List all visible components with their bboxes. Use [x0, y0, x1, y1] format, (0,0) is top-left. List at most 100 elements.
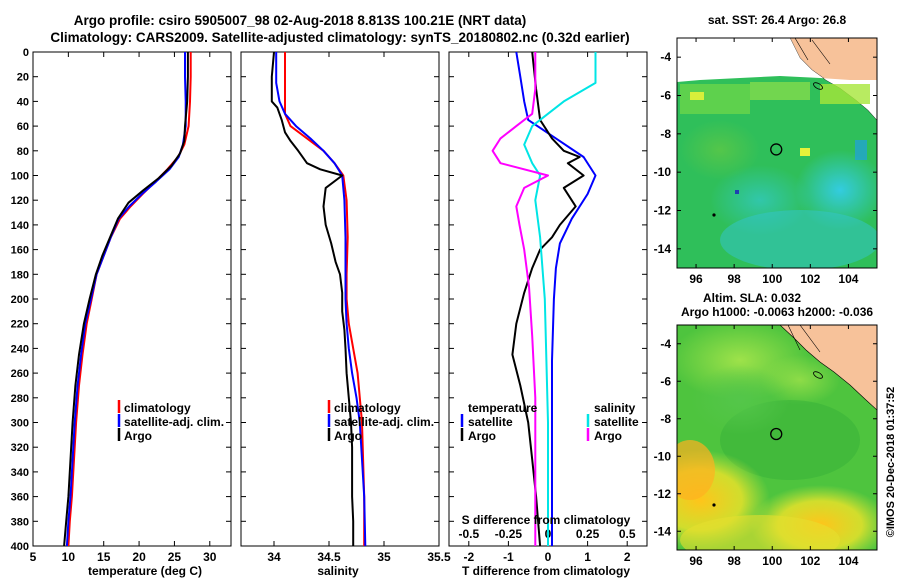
- legend-label-s-argo: Argo: [594, 429, 622, 443]
- salinity-series: [270, 52, 367, 546]
- series-temperature-argo: [511, 52, 585, 546]
- y-tick-label: 240: [11, 343, 29, 355]
- sst-map-field: [677, 38, 877, 268]
- map-x-tick-label: 100: [762, 272, 782, 286]
- sla-profile-marker: [770, 427, 783, 441]
- sla-map-field: [677, 325, 877, 550]
- x-tick-label: 34: [267, 550, 281, 564]
- difference-series: [491, 52, 597, 546]
- x-tick-label: 25: [168, 550, 182, 564]
- sst-map-frame: [676, 37, 878, 269]
- temperature-plot-area: [32, 51, 232, 547]
- series-argo: [270, 52, 355, 546]
- map-x-tick-label: 104: [838, 554, 858, 568]
- title-line-2: Climatology: CARS2009. Satellite-adjuste…: [50, 30, 629, 45]
- legend-label-s-satellite: satellite: [594, 415, 639, 429]
- sst-map-title: sat. SST: 26.4 Argo: 26.8: [708, 13, 847, 27]
- salinity-axes: 34 34.5 35 35.5: [241, 51, 451, 564]
- y-tick-label: 140: [11, 220, 29, 232]
- x-tick-label: 1: [584, 550, 591, 564]
- series-satellite-adj-clim-: [275, 52, 367, 546]
- s-tick-label: 0.25: [576, 527, 600, 541]
- y-tick-label: 280: [11, 393, 29, 405]
- map-x-tick-label: 98: [727, 554, 741, 568]
- series-argo: [63, 52, 189, 546]
- legend-label-climatology: climatology: [124, 401, 191, 415]
- y-tick-label: 60: [17, 121, 29, 133]
- x-tick-label: 35.5: [427, 550, 451, 564]
- y-tick-label: 200: [11, 294, 29, 306]
- y-tick-label: 380: [11, 516, 29, 528]
- map-x-tick-label: 96: [689, 272, 703, 286]
- map-y-tick-label: -10: [654, 165, 672, 179]
- series-temperature-satellite: [515, 52, 597, 546]
- y-tick-label: 320: [11, 442, 29, 454]
- y-tick-label: 220: [11, 319, 29, 331]
- map-y-tick-label: -8: [660, 412, 671, 426]
- map-y-tick-label: -12: [654, 487, 672, 501]
- map-y-tick-label: -8: [660, 127, 671, 141]
- temperature-xlabel: temperature (deg C): [88, 564, 202, 578]
- sla-map-title-2: Argo h1000: -0.0063 h2000: -0.036: [681, 305, 873, 319]
- map-x-tick-label: 102: [800, 272, 820, 286]
- map-x-tick-label: 96: [689, 554, 703, 568]
- x-tick-label: 20: [132, 550, 146, 564]
- temperature-legend: climatology satellite-adj. clim. Argo: [117, 400, 224, 443]
- legend-label-t-argo: Argo: [468, 429, 496, 443]
- series-climatology: [284, 52, 366, 546]
- legend-label-argo: Argo: [334, 429, 362, 443]
- map-y-tick-label: -14: [654, 524, 672, 538]
- s-tick-label: -0.25: [495, 527, 523, 541]
- map-y-tick-label: -6: [660, 89, 671, 103]
- salinity-plot-area: [240, 51, 440, 547]
- map-x-tick-label: 98: [727, 272, 741, 286]
- legend-label-t-satellite: satellite: [468, 415, 513, 429]
- y-tick-label: 300: [11, 418, 29, 430]
- s-tick-label: 0.5: [619, 527, 636, 541]
- legend-title-temperature: temperature: [468, 401, 538, 415]
- map-y-tick-label: -12: [654, 204, 672, 218]
- sst-profile-marker: [770, 143, 783, 156]
- y-tick-label: 100: [11, 171, 29, 183]
- map-y-tick-label: -14: [654, 242, 672, 256]
- x-tick-label: 5: [30, 550, 37, 564]
- temperature-series: [63, 52, 192, 546]
- x-tick-label: -1: [503, 550, 514, 564]
- y-tick-label: 40: [17, 96, 29, 108]
- map-y-tick-label: -4: [660, 337, 671, 351]
- temperature-axes: 5 10 15 20 25 3002040608010012014016018020022…: [11, 47, 231, 564]
- x-tick-label: 15: [97, 550, 111, 564]
- sst-map-axes: 96 98 100 102 104 -4 -6 -8 -10 -12 -14: [654, 38, 877, 286]
- x-tick-label: 10: [62, 550, 76, 564]
- map-x-tick-label: 104: [838, 272, 858, 286]
- x-tick-label: 30: [203, 550, 217, 564]
- difference-legend: temperature satellite Argo salinity sate…: [460, 401, 639, 443]
- x-tick-label: 0: [545, 550, 552, 564]
- credit-text: ©IMOS 20-Dec-2018 01:37:52: [885, 387, 897, 538]
- x-tick-label: 2: [624, 550, 631, 564]
- series-salinity-argo: [491, 52, 549, 546]
- legend-label-climatology: climatology: [334, 401, 401, 415]
- y-tick-label: 360: [11, 492, 29, 504]
- y-tick-label: 160: [11, 245, 29, 257]
- y-tick-label: 120: [11, 195, 29, 207]
- legend-title-salinity: salinity: [594, 401, 636, 415]
- difference-xlabel: T difference from climatology: [462, 564, 630, 578]
- map-y-tick-label: -10: [654, 449, 672, 463]
- y-tick-label: 180: [11, 269, 29, 281]
- sla-map-title-1: Altim. SLA: 0.032: [703, 291, 801, 305]
- s-tick-label: -0.5: [458, 527, 479, 541]
- y-tick-label: 0: [23, 47, 29, 59]
- x-tick-label: 35: [377, 550, 391, 564]
- map-x-tick-label: 102: [800, 554, 820, 568]
- legend-label-argo: Argo: [124, 429, 152, 443]
- map-x-tick-label: 100: [762, 554, 782, 568]
- y-tick-label: 20: [17, 72, 29, 84]
- legend-label-satellite-adj: satellite-adj. clim.: [334, 415, 434, 429]
- series-climatology: [67, 52, 192, 546]
- series-satellite-adj-clim-: [65, 52, 187, 546]
- series-salinity-satellite: [523, 52, 597, 546]
- title-line-1: Argo profile: csiro 5905007_98 02-Aug-20…: [74, 13, 526, 28]
- map-y-tick-label: -4: [660, 50, 671, 64]
